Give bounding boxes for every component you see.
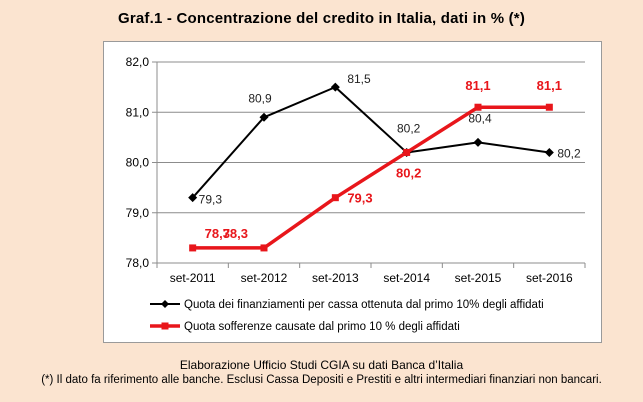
data-point-square [331, 194, 339, 202]
data-point-diamond [473, 137, 483, 147]
series-line-1 [191, 86, 550, 199]
data-label: 81,1 [537, 78, 562, 93]
x-tick-label: set-2012 [241, 271, 288, 285]
chart-title: Graf.1 - Concentrazione del credito in I… [117, 10, 526, 27]
data-label: 79,3 [347, 191, 372, 206]
y-tick-label: 79,0 [126, 206, 150, 220]
y-tick-label: 81,0 [126, 105, 150, 119]
data-label: 79,3 [199, 193, 223, 207]
x-tick-label: set-2015 [455, 271, 502, 285]
legend-label: Quota dei finanziamenti per cassa ottenu… [184, 299, 544, 311]
x-tick-label: set-2013 [312, 271, 359, 285]
data-point-square [474, 103, 482, 111]
data-label: 80,2 [557, 146, 581, 160]
legend-marker-square [161, 322, 169, 330]
x-tick-label: set-2016 [526, 271, 573, 285]
footnote: (*) Il dato fa riferimento alle banche. … [41, 374, 602, 386]
data-point-diamond [330, 82, 340, 92]
data-point-square [403, 148, 411, 156]
series-line-2 [192, 105, 550, 250]
legend-marker-diamond [161, 300, 169, 308]
data-label: 78,3 [205, 226, 230, 241]
data-point-diamond [188, 193, 198, 203]
y-tick-label: 82,0 [126, 55, 150, 69]
data-point-square [260, 244, 268, 252]
source-caption: Elaborazione Ufficio Studi CGIA su dati … [179, 358, 464, 372]
data-point-square [189, 244, 197, 252]
data-point-diamond [544, 147, 554, 157]
data-label: 80,2 [397, 121, 421, 135]
x-tick-label: set-2011 [170, 271, 216, 285]
data-label: 80,9 [248, 91, 272, 105]
y-tick-label: 80,0 [126, 156, 150, 170]
chart-panel [103, 41, 602, 343]
data-point-square [545, 103, 553, 111]
legend-label: Quota sofferenze causate dal primo 10 % … [184, 321, 460, 333]
data-label: 81,5 [347, 72, 371, 86]
data-label: 80,4 [468, 111, 492, 125]
y-tick-label: 78,0 [126, 256, 150, 270]
data-point-diamond [259, 112, 269, 122]
data-label: 81,1 [465, 78, 490, 93]
x-tick-label: set-2014 [383, 271, 430, 285]
data-label: 80,2 [396, 165, 421, 180]
data-label: 78,3 [223, 226, 248, 241]
